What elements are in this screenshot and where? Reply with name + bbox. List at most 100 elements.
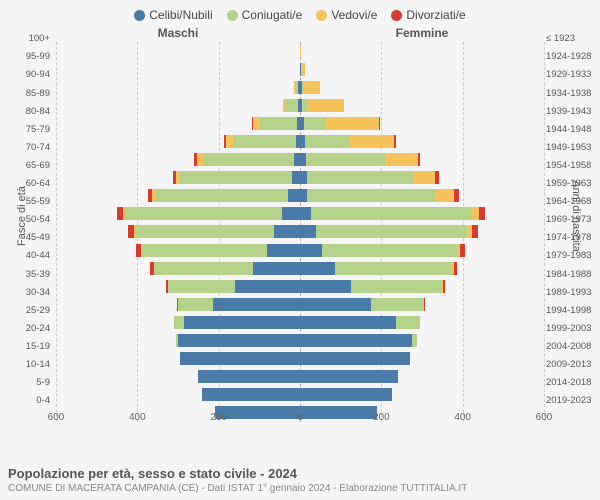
birth-label: 1999-2003 [546, 324, 596, 334]
bar-segment [307, 99, 344, 112]
male-bar [56, 332, 300, 350]
age-label: 100+ [4, 34, 50, 44]
legend: Celibi/NubiliConiugati/eVedovi/eDivorzia… [0, 0, 600, 26]
pyramid-row [56, 241, 544, 259]
bar-segment [203, 153, 295, 166]
male-bar [56, 350, 300, 368]
bar-segment [305, 135, 350, 148]
age-label: 10-14 [4, 360, 50, 370]
bar-segment [174, 316, 184, 329]
male-bar [56, 223, 300, 241]
x-tick: 400 [129, 412, 146, 423]
legend-item: Coniugati/e [227, 8, 303, 22]
age-label: 15-19 [4, 342, 50, 352]
pyramid-row [56, 132, 544, 150]
bar-segment [274, 225, 300, 238]
birth-label: 1979-1983 [546, 251, 596, 261]
bar-segment [443, 280, 445, 293]
bar-segment [307, 171, 413, 184]
pyramid-row [56, 114, 544, 132]
male-bar [56, 151, 300, 169]
birth-label: 1944-1948 [546, 125, 596, 135]
bar-segment [350, 135, 395, 148]
male-bar [56, 169, 300, 187]
pyramid-row [56, 277, 544, 295]
pyramid-row [56, 42, 544, 60]
age-label: 35-39 [4, 270, 50, 280]
birth-label: 1924-1928 [546, 52, 596, 62]
birth-label: 1939-1943 [546, 107, 596, 117]
male-bar [56, 277, 300, 295]
female-bar [300, 114, 544, 132]
bar-segment [413, 171, 435, 184]
birth-label: ≤ 1923 [546, 34, 596, 44]
bar-segment [322, 244, 456, 257]
male-bar [56, 386, 300, 404]
male-bar [56, 78, 300, 96]
age-label: 80-84 [4, 107, 50, 117]
bar-segment [396, 316, 420, 329]
bar-segment [300, 171, 307, 184]
bar-segment [156, 189, 288, 202]
legend-item: Celibi/Nubili [134, 8, 212, 22]
age-label: 5-9 [4, 378, 50, 388]
bar-segment [267, 244, 300, 257]
bar-segment [300, 388, 392, 401]
female-bar [300, 169, 544, 187]
age-label: 70-74 [4, 143, 50, 153]
female-bar [300, 350, 544, 368]
bar-segment [394, 135, 396, 148]
bar-segment [292, 171, 300, 184]
x-axis: 6004002000200400600 [56, 412, 544, 428]
bar-segment [253, 262, 300, 275]
x-tick: 200 [373, 412, 390, 423]
grid-line [544, 42, 545, 422]
pyramid-row [56, 332, 544, 350]
bar-segment [202, 388, 300, 401]
bar-segment [300, 45, 301, 58]
pyramid-row [56, 169, 544, 187]
age-label: 75-79 [4, 125, 50, 135]
pyramid-row [56, 151, 544, 169]
bar-segment [135, 225, 273, 238]
chart-subtitle: COMUNE DI MACERATA CAMPANIA (CE) - Dati … [8, 483, 592, 494]
age-label: 0-4 [4, 396, 50, 406]
bar-segment [288, 189, 300, 202]
bar-segment [178, 298, 213, 311]
legend-swatch [391, 10, 402, 21]
birth-label: 2014-2018 [546, 378, 596, 388]
birth-label: 2019-2023 [546, 396, 596, 406]
male-bar [56, 60, 300, 78]
x-tick: 600 [536, 412, 553, 423]
bar-segment [454, 262, 457, 275]
bar-segment [233, 135, 296, 148]
pyramid-row [56, 295, 544, 313]
legend-label: Vedovi/e [331, 8, 377, 22]
bar-segment [351, 280, 443, 293]
bar-segment [303, 81, 319, 94]
population-pyramid-chart: Celibi/NubiliConiugati/eVedovi/eDivorzia… [0, 0, 600, 500]
birth-label: 1954-1958 [546, 161, 596, 171]
gender-headers: Maschi Femmine [0, 26, 600, 42]
pyramid-row [56, 386, 544, 404]
bar-segment [300, 316, 396, 329]
bar-segment [418, 153, 420, 166]
female-bar [300, 132, 544, 150]
birth-label: 1949-1953 [546, 143, 596, 153]
age-label: 85-89 [4, 89, 50, 99]
bar-segment [141, 244, 267, 257]
bar-segment [300, 189, 307, 202]
bar-segment [454, 189, 459, 202]
bar-segment [213, 298, 300, 311]
x-tick: 0 [297, 412, 303, 423]
age-label: 20-24 [4, 324, 50, 334]
pyramid-row [56, 78, 544, 96]
x-tick: 200 [210, 412, 227, 423]
female-bar [300, 277, 544, 295]
female-bar [300, 151, 544, 169]
male-bar [56, 241, 300, 259]
female-bar [300, 205, 544, 223]
legend-item: Vedovi/e [316, 8, 377, 22]
y-axis-title-left: Fasce di età [16, 186, 28, 246]
bar-segment [180, 352, 300, 365]
